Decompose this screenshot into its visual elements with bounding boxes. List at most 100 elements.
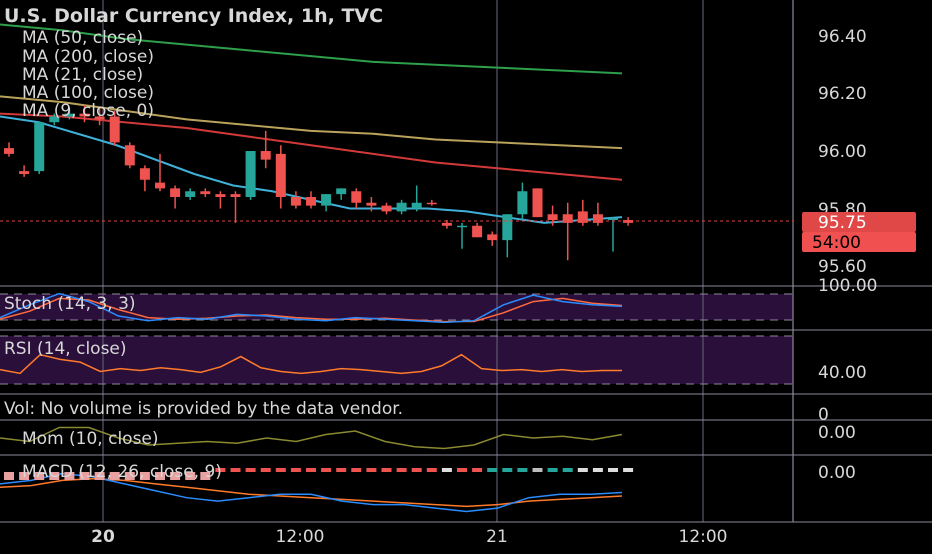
ma-legend-item: MA (200, close)	[22, 47, 154, 67]
macd-hist-bar	[502, 468, 513, 472]
macd-hist-bar	[441, 468, 452, 472]
price-badge-value: 95.75	[818, 213, 867, 233]
macd-hist-bar	[109, 472, 120, 480]
candle-body	[472, 225, 483, 238]
ma-line	[0, 112, 623, 181]
candle-body	[4, 148, 14, 154]
macd-hist-bar	[170, 472, 181, 480]
candle-body	[215, 194, 226, 197]
ma-legend: MA (50, close) MA (200, close) MA (21, c…	[22, 28, 154, 121]
price-badge	[802, 212, 916, 232]
macd-histogram	[4, 468, 634, 480]
macd-hist-bar	[517, 468, 528, 472]
candle-body	[577, 211, 588, 223]
candle-body	[200, 191, 211, 195]
price-axis: 96.40 96.20 96.00 95.80 95.60	[818, 27, 867, 277]
mom-label: Mom (10, close)	[22, 429, 159, 449]
candle-body	[230, 194, 241, 197]
candle-body	[426, 202, 437, 205]
macd-hist-bar	[336, 468, 347, 472]
stoch-band	[0, 294, 793, 320]
macd-hist-bar	[351, 468, 362, 472]
vol-tick: 0	[818, 405, 829, 425]
panel-dividers	[0, 285, 932, 523]
candle-body	[562, 214, 573, 223]
candle-body	[487, 234, 498, 241]
candle-body	[290, 197, 301, 206]
candle-body	[49, 116, 60, 123]
candle-body	[185, 191, 196, 197]
candle-body	[547, 214, 558, 220]
mom-tick: 0.00	[818, 423, 856, 443]
ma-line	[0, 95, 623, 150]
macd-hist-bar	[215, 468, 226, 472]
macd-hist-bar	[64, 472, 75, 480]
macd-hist-bar	[260, 468, 271, 472]
macd-hist-bar	[457, 468, 467, 472]
candle-body	[170, 188, 181, 197]
rsi-tick: 40.00	[818, 363, 867, 383]
candle-body	[336, 188, 347, 195]
countdown-badge	[802, 232, 916, 252]
candle-body	[366, 202, 377, 206]
candle-body	[124, 145, 135, 166]
stoch-lines	[0, 292, 623, 324]
price-tick: 95.60	[818, 257, 867, 277]
candle-body	[502, 214, 513, 241]
vol-label: Vol: No volume is provided by the data v…	[4, 399, 403, 419]
chart-title: U.S. Dollar Currency Index, 1h, TVC	[4, 5, 383, 27]
rsi-band	[0, 336, 793, 384]
macd-hist-bar	[592, 468, 603, 472]
candle-body	[532, 188, 543, 218]
candle-body	[109, 116, 120, 143]
candle-body	[623, 220, 634, 223]
time-tick: 21	[486, 527, 508, 547]
macd-hist-bar	[79, 472, 90, 480]
macd-hist-bar	[562, 468, 573, 472]
macd-hist-bar	[381, 468, 392, 472]
candlesticks	[4, 105, 634, 261]
candle-body	[608, 218, 618, 221]
rsi-line	[0, 353, 622, 375]
macd-hist-bar	[230, 468, 241, 472]
candle-body	[457, 225, 467, 228]
candle-body	[275, 153, 286, 197]
macd-hist-bar	[94, 472, 105, 480]
ma-legend-item: MA (50, close)	[22, 28, 143, 48]
candle-body	[381, 205, 392, 212]
macd-hist-bar	[19, 472, 30, 480]
candle-body	[351, 191, 362, 203]
macd-hist-bar	[290, 468, 301, 472]
price-tick: 96.00	[818, 142, 867, 162]
rsi-series-line	[0, 353, 622, 375]
macd-hist-bar	[4, 472, 14, 480]
stoch-k-line	[0, 292, 623, 324]
countdown-badge-value: 54:00	[812, 233, 861, 253]
candle-body	[306, 197, 316, 206]
momentum-line	[0, 426, 623, 450]
candle-body	[411, 202, 422, 209]
macd-hist-bar	[487, 468, 498, 472]
candle-body	[441, 222, 452, 226]
macd-hist-bar	[366, 468, 377, 472]
macd-hist-bar	[155, 472, 165, 480]
candle-body	[139, 168, 150, 180]
ma-line	[0, 23, 623, 75]
macd-hist-bar	[139, 472, 150, 480]
mom-series-line	[0, 426, 623, 450]
candle-body	[64, 113, 75, 117]
vertical-grid	[102, 0, 704, 522]
rsi-label: RSI (14, close)	[4, 339, 127, 359]
macd-hist-bar	[185, 472, 196, 480]
macd-tick: 0.00	[818, 463, 856, 483]
macd-hist-bar	[426, 468, 437, 472]
candle-body	[79, 113, 90, 117]
macd-hist-bar	[623, 468, 634, 472]
macd-hist-bar	[532, 468, 543, 472]
macd-hist-bar	[577, 468, 588, 472]
time-tick: 12:00	[679, 527, 728, 547]
macd-hist-bar	[396, 468, 407, 472]
candle-body	[592, 214, 603, 223]
macd-hist-bar	[411, 468, 422, 472]
